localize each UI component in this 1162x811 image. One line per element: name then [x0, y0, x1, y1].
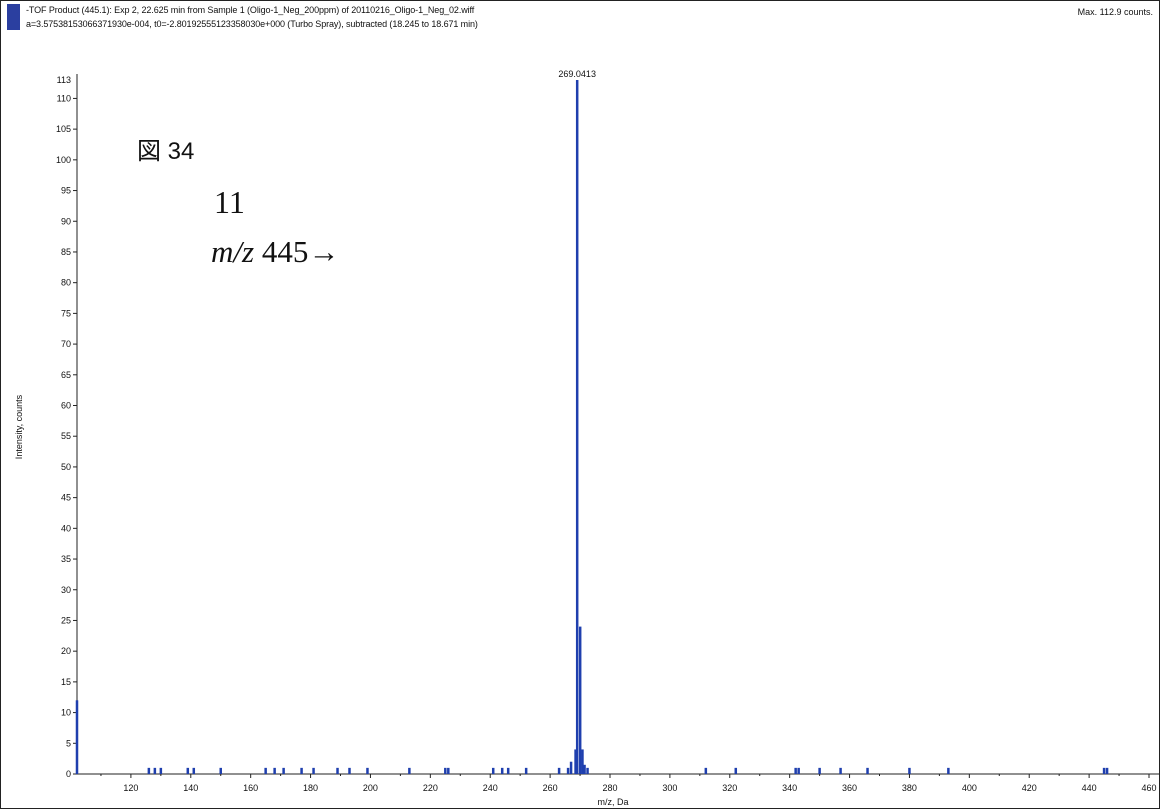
x-tick-label: 140: [183, 783, 198, 793]
spectrum-peak: [569, 761, 573, 774]
y-tick-label: 55: [61, 431, 71, 441]
y-tick-label: 0: [66, 769, 71, 779]
spectrum-peak: [500, 767, 504, 774]
x-tick-label: 280: [602, 783, 617, 793]
y-tick-label: 110: [57, 93, 71, 103]
spectrum-peak: [586, 767, 589, 774]
y-tick-label: 20: [61, 646, 71, 656]
spectrum-peak: [348, 767, 351, 774]
x-tick-label: 200: [363, 783, 378, 793]
spectrum-peak: [75, 700, 79, 774]
x-tick-label: 240: [483, 783, 498, 793]
pane-accent-bar: [7, 4, 20, 30]
spectrum-peak: [734, 767, 738, 774]
compound-number: 11: [214, 184, 245, 220]
y-tick-label: 60: [61, 401, 71, 411]
x-tick-label: 340: [782, 783, 797, 793]
spectrum-peak: [444, 767, 447, 774]
spectrum-peak: [566, 767, 570, 774]
x-tick-label: 400: [962, 783, 977, 793]
y-tick-label: 10: [61, 708, 71, 718]
x-tick-label: 300: [662, 783, 677, 793]
spectrum-peak: [947, 767, 950, 774]
x-tick-label: 160: [243, 783, 258, 793]
spectrum-peak: [366, 767, 369, 774]
spectrum-peak: [408, 767, 411, 774]
spectrum-peak: [186, 767, 190, 774]
y-tick-label: 80: [61, 278, 71, 288]
x-tick-label: 220: [423, 783, 438, 793]
spectrum-peak: [336, 767, 339, 774]
y-tick-label: 70: [61, 339, 71, 349]
spectrum-peak: [574, 749, 577, 774]
spectrum-peak: [578, 626, 582, 774]
x-tick-label: 380: [902, 783, 917, 793]
x-tick-label: 460: [1141, 783, 1156, 793]
y-tick-label: 30: [61, 585, 71, 595]
x-tick-label: 420: [1022, 783, 1037, 793]
spectrum-peak: [300, 767, 303, 774]
spectrum-peak: [273, 767, 276, 774]
spectrum-peak: [219, 767, 222, 774]
x-tick-label: 180: [303, 783, 318, 793]
spectrum-peak: [159, 767, 163, 774]
spectrum-peak: [794, 767, 797, 774]
spectrum-peak: [908, 767, 911, 774]
spectrum-peak: [491, 767, 495, 774]
spectrum-peak: [524, 767, 528, 774]
y-tick-label: 5: [66, 738, 71, 748]
spectrum-peak: [557, 767, 561, 774]
spectrum-peak: [312, 767, 315, 774]
y-tick-label: 105: [56, 124, 71, 134]
y-max-label: 113: [57, 75, 71, 85]
spectrum-peak: [147, 767, 151, 774]
y-tick-label: 65: [61, 370, 71, 380]
spectrum-peak: [264, 767, 267, 774]
spectrum-peak: [839, 767, 842, 774]
max-counts-label: Max. 112.9 counts.: [1077, 7, 1153, 17]
y-tick-label: 35: [61, 554, 71, 564]
x-axis-label: m/z, Da: [597, 797, 628, 807]
spectrum-peak: [192, 767, 196, 774]
spectrum-header-line2: a=3.57538153066371930e-004, t0=-2.801925…: [26, 19, 478, 29]
spectrum-peak: [1105, 767, 1109, 774]
y-axis-label: Intensity, counts: [14, 394, 24, 459]
x-tick-label: 440: [1082, 783, 1097, 793]
spectrum-peak: [583, 764, 586, 774]
spectrum-peak: [818, 767, 821, 774]
spectrum-header-line1: -TOF Product (445.1): Exp 2, 22.625 min …: [26, 5, 475, 15]
y-tick-label: 25: [61, 615, 71, 625]
mz-value: 445→: [254, 234, 340, 269]
y-tick-label: 90: [61, 216, 71, 226]
figure-label: 図 34: [137, 138, 195, 165]
spectrum-peak: [866, 767, 869, 774]
spectrum-peak: [153, 767, 157, 774]
y-tick-label: 75: [61, 308, 71, 318]
y-tick-label: 15: [61, 677, 71, 687]
y-tick-label: 45: [61, 493, 71, 503]
spectrum-peak: [1102, 767, 1106, 774]
y-tick-label: 50: [61, 462, 71, 472]
spectrum-peak: [506, 767, 510, 774]
spectrum-peak: [282, 767, 285, 774]
x-tick-label: 360: [842, 783, 857, 793]
spectrum-peak: [704, 767, 708, 774]
spectrum-peak: [575, 80, 579, 774]
peak-label: 269.0413: [558, 69, 596, 79]
spectrum-peak: [797, 767, 800, 774]
precursor-mz-annotation: m/z 445→: [211, 234, 339, 270]
y-tick-label: 40: [61, 523, 71, 533]
x-tick-label: 120: [123, 783, 138, 793]
x-tick-label: 260: [543, 783, 558, 793]
y-tick-label: 95: [61, 186, 71, 196]
spectrum-peak: [581, 749, 584, 774]
x-tick-label: 320: [722, 783, 737, 793]
mz-prefix: m/z: [211, 234, 255, 269]
y-tick-label: 100: [56, 155, 71, 165]
spectrum-peak: [447, 767, 450, 774]
y-tick-label: 85: [61, 247, 71, 257]
